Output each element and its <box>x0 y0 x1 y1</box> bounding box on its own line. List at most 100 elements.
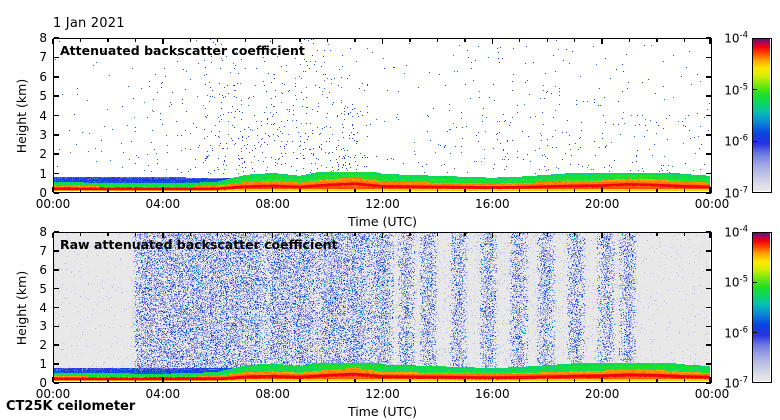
x-tick-top <box>52 233 54 238</box>
x-tick-minor <box>107 379 109 382</box>
y-tick-right <box>706 268 711 271</box>
x-tick-label: 04:00 <box>145 387 181 401</box>
colorbar-tick <box>753 281 757 284</box>
y-tick-label: 3 <box>39 319 47 334</box>
colorbar-gradient-raw-attenuated-backscatter <box>753 233 770 381</box>
colorbar-tick-exponent: -5 <box>739 274 748 285</box>
x-tick <box>491 187 494 192</box>
y-tick <box>54 56 59 59</box>
x-tick-minor-top <box>628 233 631 236</box>
x-tick-minor-top <box>436 39 439 42</box>
backscatter-heatmap-raw-attenuated-backscatter <box>54 233 710 381</box>
x-tick-minor-top <box>546 39 548 42</box>
x-tick-top <box>601 39 603 44</box>
colorbar-tick <box>753 331 757 334</box>
x-tick-minor-top <box>354 39 356 42</box>
y-tick-label: 1 <box>39 357 47 372</box>
colorbar-tick-mantissa: 10 <box>724 186 740 201</box>
x-tick-label: 00:00 <box>694 197 730 211</box>
x-tick-minor-top <box>217 233 219 236</box>
x-axis-title-raw-attenuated-backscatter: Time (UTC) <box>347 404 418 419</box>
x-tick <box>491 377 494 382</box>
instrument-label: CT25K ceilometer <box>6 399 136 414</box>
x-tick <box>381 187 384 192</box>
x-tick <box>271 377 274 382</box>
y-tick <box>54 192 59 194</box>
colorbar-tick-mantissa: 10 <box>724 326 740 341</box>
y-tick-right <box>706 363 711 365</box>
y-tick-label: 7 <box>39 243 47 258</box>
x-tick-minor-top <box>683 39 686 42</box>
colorbar-tick-mantissa: 10 <box>724 275 740 290</box>
x-tick-minor <box>683 189 686 192</box>
y-tick-right <box>706 287 711 290</box>
x-tick-minor <box>464 189 466 192</box>
x-tick-label: 00:00 <box>694 387 730 401</box>
x-tick-minor <box>519 189 521 192</box>
colorbar-tick <box>753 140 757 143</box>
colorbar-tick-label: 10-4 <box>708 225 748 240</box>
x-tick-minor <box>134 189 137 192</box>
x-tick-label: 04:00 <box>145 197 181 211</box>
x-tick <box>162 377 164 382</box>
plot-area-raw-attenuated-backscatter[interactable] <box>53 232 712 383</box>
x-tick-minor-top <box>574 39 576 42</box>
x-tick-top <box>491 39 494 44</box>
y-tick <box>54 114 59 117</box>
y-axis-title-raw-attenuated-backscatter: Height (km) <box>14 270 29 345</box>
x-tick-minor-top <box>244 233 246 236</box>
colorbar-tick-exponent: -7 <box>739 375 748 386</box>
colorbar-tick-mantissa: 10 <box>724 83 740 98</box>
x-tick-top <box>162 39 164 44</box>
x-tick-minor <box>326 379 329 382</box>
x-tick-label: 00:00 <box>35 387 71 401</box>
x-tick-minor <box>354 189 356 192</box>
colorbar-tick-exponent: -4 <box>739 224 748 235</box>
x-tick <box>601 187 603 192</box>
x-tick-minor <box>519 379 521 382</box>
y-tick-right <box>706 344 711 347</box>
x-tick <box>381 377 384 382</box>
colorbar-tick-exponent: -4 <box>739 30 748 41</box>
x-tick-minor-top <box>683 233 686 236</box>
x-tick-top <box>381 233 384 238</box>
x-tick-minor-top <box>519 39 521 42</box>
colorbar-tick-label: 10-7 <box>708 186 748 201</box>
y-tick-label: 2 <box>39 338 47 353</box>
x-tick-minor <box>628 379 631 382</box>
x-tick-minor <box>354 379 356 382</box>
x-tick-minor-top <box>189 39 191 42</box>
x-tick-label: 00:00 <box>35 197 71 211</box>
plot-area-attenuated-backscatter[interactable] <box>53 38 712 193</box>
x-tick-minor <box>189 379 191 382</box>
y-tick <box>54 250 59 252</box>
x-tick-label: 08:00 <box>255 197 290 211</box>
x-tick-minor <box>189 189 191 192</box>
x-tick-minor-top <box>656 39 658 42</box>
x-tick-minor-top <box>519 233 521 236</box>
x-tick-minor <box>656 379 658 382</box>
y-tick-right <box>706 56 711 59</box>
colorbar-tick-label: 10-5 <box>708 82 748 97</box>
y-tick-label: 0 <box>39 376 47 390</box>
x-tick-minor-top <box>326 233 329 236</box>
x-tick-minor <box>134 379 137 382</box>
x-tick-minor <box>436 379 439 382</box>
y-tick <box>54 382 59 384</box>
x-tick-minor-top <box>436 233 439 236</box>
colorbar-tick <box>753 88 757 91</box>
x-tick-minor-top <box>107 233 109 236</box>
y-tick-label: 4 <box>39 108 47 123</box>
x-tick-minor-top <box>409 39 411 42</box>
y-tick-right <box>706 250 711 252</box>
y-tick-label: 7 <box>39 50 47 65</box>
x-tick-minor-top <box>628 39 631 42</box>
x-tick <box>52 187 54 192</box>
x-tick-label: 12:00 <box>365 197 400 211</box>
y-tick-right <box>706 172 711 175</box>
colorbar-scale-attenuated-backscatter <box>752 38 772 193</box>
y-tick-right <box>706 134 711 136</box>
colorbar-tick-exponent: -6 <box>739 133 748 144</box>
x-tick-minor <box>436 189 439 192</box>
y-tick-label: 1 <box>39 166 47 181</box>
